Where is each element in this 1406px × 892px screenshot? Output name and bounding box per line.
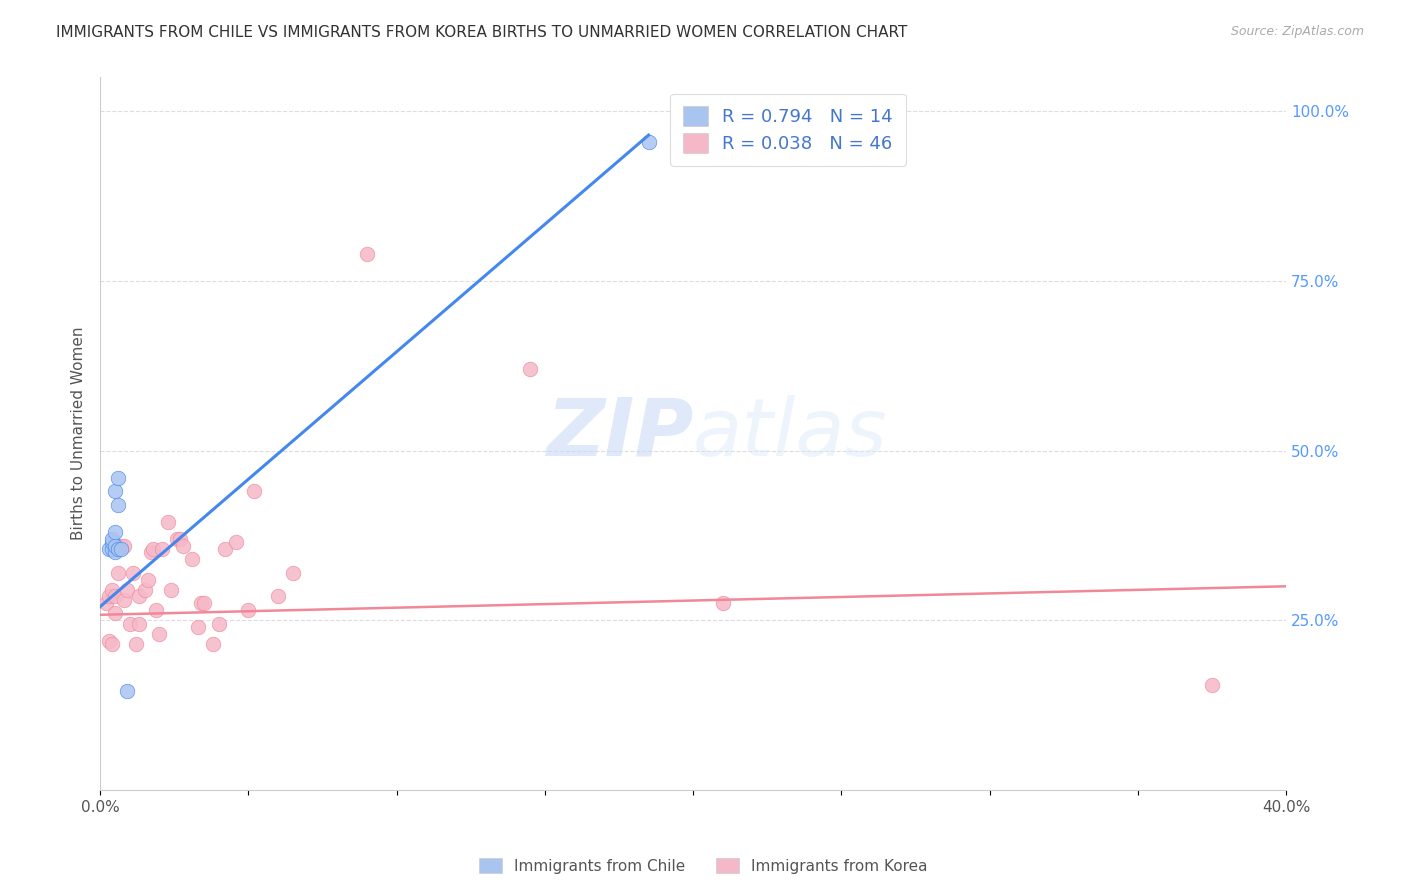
- Point: [150, 541, 173, 556]
- Point: [107, 566, 129, 580]
- Point: [711, 596, 734, 610]
- Point: [157, 515, 180, 529]
- Point: [115, 582, 138, 597]
- Point: [281, 566, 304, 580]
- Point: [181, 552, 204, 566]
- Point: [190, 596, 212, 610]
- Point: [136, 573, 159, 587]
- Point: [214, 541, 236, 556]
- Legend: R = 0.794   N = 14, R = 0.038   N = 46: R = 0.794 N = 14, R = 0.038 N = 46: [671, 94, 905, 166]
- Point: [107, 541, 129, 556]
- Point: [160, 582, 183, 597]
- Point: [193, 596, 215, 610]
- Point: [101, 637, 124, 651]
- Text: Source: ZipAtlas.com: Source: ZipAtlas.com: [1230, 25, 1364, 38]
- Point: [267, 590, 290, 604]
- Point: [128, 590, 150, 604]
- Point: [125, 637, 148, 651]
- Point: [145, 603, 167, 617]
- Text: atlas: atlas: [693, 394, 887, 473]
- Point: [101, 532, 124, 546]
- Point: [98, 633, 121, 648]
- Point: [107, 471, 129, 485]
- Point: [110, 541, 132, 556]
- Point: [110, 539, 132, 553]
- Point: [104, 539, 127, 553]
- Point: [101, 582, 124, 597]
- Point: [112, 539, 135, 553]
- Point: [104, 524, 127, 539]
- Point: [139, 545, 162, 559]
- Point: [101, 541, 124, 556]
- Point: [112, 592, 135, 607]
- Point: [225, 535, 247, 549]
- Point: [169, 532, 191, 546]
- Point: [187, 620, 209, 634]
- Point: [104, 607, 127, 621]
- Point: [128, 616, 150, 631]
- Point: [104, 590, 127, 604]
- Point: [118, 616, 141, 631]
- Point: [121, 566, 143, 580]
- Point: [98, 590, 121, 604]
- Y-axis label: Births to Unmarried Women: Births to Unmarried Women: [72, 326, 86, 541]
- Point: [238, 603, 260, 617]
- Point: [208, 616, 231, 631]
- Point: [142, 541, 165, 556]
- Point: [1201, 678, 1223, 692]
- Point: [98, 541, 121, 556]
- Point: [134, 582, 156, 597]
- Point: [104, 545, 127, 559]
- Point: [104, 484, 127, 499]
- Text: IMMIGRANTS FROM CHILE VS IMMIGRANTS FROM KOREA BIRTHS TO UNMARRIED WOMEN CORRELA: IMMIGRANTS FROM CHILE VS IMMIGRANTS FROM…: [56, 25, 908, 40]
- Point: [172, 539, 194, 553]
- Point: [356, 247, 378, 261]
- Point: [101, 535, 124, 549]
- Point: [107, 541, 129, 556]
- Point: [107, 498, 129, 512]
- Legend: Immigrants from Chile, Immigrants from Korea: Immigrants from Chile, Immigrants from K…: [472, 852, 934, 880]
- Point: [637, 135, 659, 149]
- Point: [94, 596, 117, 610]
- Point: [148, 627, 170, 641]
- Point: [243, 484, 266, 499]
- Point: [201, 637, 224, 651]
- Point: [519, 362, 541, 376]
- Point: [115, 684, 138, 698]
- Text: ZIP: ZIP: [546, 394, 693, 473]
- Point: [166, 532, 188, 546]
